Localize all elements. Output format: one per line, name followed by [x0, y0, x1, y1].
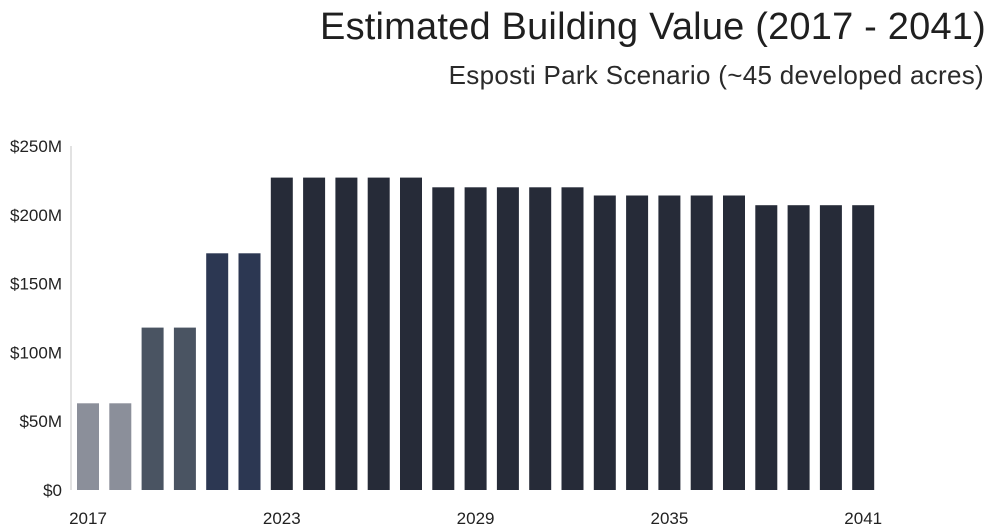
chart-title: Estimated Building Value (2017 - 2041) [320, 6, 986, 48]
bar-2036 [690, 195, 713, 490]
bar-2030 [496, 187, 519, 491]
bar-2039 [787, 205, 810, 490]
bars [77, 177, 875, 491]
bar-2037 [723, 195, 745, 490]
x-tick-label: 2041 [844, 509, 882, 528]
bar-2029 [464, 187, 487, 491]
bar-2020 [173, 327, 196, 490]
bar-2032 [561, 187, 584, 491]
bar-2035 [658, 195, 681, 490]
bar-2019 [141, 327, 164, 490]
bar-2027 [400, 177, 422, 490]
bar-2028 [432, 187, 455, 491]
bar-2017 [77, 403, 99, 490]
x-tick-label: 2023 [263, 509, 301, 528]
bar-2034 [626, 195, 649, 490]
bar-2018 [109, 403, 132, 490]
x-tick-label: 2029 [457, 509, 495, 528]
bar-2031 [529, 187, 552, 491]
bar-2041 [852, 205, 875, 490]
x-tick-label: 2017 [69, 509, 107, 528]
y-tick-label: $0 [43, 481, 62, 500]
bar-2033 [593, 195, 616, 490]
bar-2024 [303, 177, 326, 490]
y-tick-label: $50M [19, 412, 62, 431]
bar-2023 [270, 177, 293, 490]
bar-2026 [367, 177, 390, 490]
bar-2025 [335, 177, 358, 490]
bar-2022 [238, 253, 261, 490]
chart-subtitle: Esposti Park Scenario (~45 developed acr… [448, 60, 984, 90]
bar-2038 [755, 205, 778, 490]
y-tick-label: $100M [10, 343, 62, 362]
x-tick-label: 2035 [650, 509, 688, 528]
bar-2021 [206, 253, 229, 490]
bar-2040 [819, 205, 842, 490]
y-tick-label: $150M [10, 275, 62, 294]
y-tick-label: $200M [10, 206, 62, 225]
y-axis: $0 $50M $100M $150M $200M $250M [10, 137, 62, 500]
x-axis: 2017 2023 2029 2035 2041 [69, 509, 882, 528]
y-tick-label: $250M [10, 137, 62, 156]
